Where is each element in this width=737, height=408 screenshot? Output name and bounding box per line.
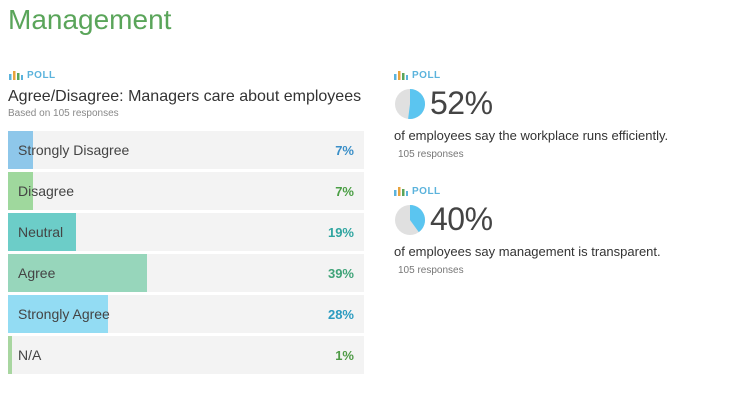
poll-option-label: Agree (18, 265, 56, 281)
poll-options: Strongly Disagree 7% Disagree 7% Neutral 19% A… (8, 131, 364, 374)
poll-description: of employees say the workplace runs effi… (394, 128, 669, 143)
poll-option-row: N/A 1% (8, 336, 364, 374)
pie-chart-icon (395, 204, 426, 235)
poll-percent: 52% (430, 85, 493, 121)
poll-efficiency: POLL 52% of employees say the workplace … (394, 70, 734, 160)
poll-option-row: Agree 39% (8, 254, 364, 292)
poll-option-percent: 1% (335, 347, 354, 363)
poll-option-bar (8, 213, 76, 251)
right-polls: POLL 52% of employees say the workplace … (394, 70, 734, 276)
poll-option-bar (8, 254, 147, 292)
pie-chart-icon (395, 88, 426, 119)
poll-percent: 40% (430, 201, 493, 237)
poll-option-bar (8, 295, 108, 333)
poll-responses: 105 responses (398, 149, 464, 160)
poll-option-percent: 39% (327, 265, 354, 281)
poll-description: of employees say management is transpare… (394, 244, 661, 259)
bar-chart-icon (9, 71, 23, 80)
poll-option-row: Neutral 19% (8, 213, 364, 251)
poll-tag-label: POLL (27, 70, 56, 81)
poll-option-row: Strongly Agree 28% (8, 295, 364, 333)
poll-responses: 105 responses (398, 265, 464, 276)
poll-tag-label: POLL (412, 70, 441, 81)
poll-option-row: Disagree 7% (8, 172, 364, 210)
page-title: Management (8, 4, 172, 35)
poll-tag-label: POLL (412, 186, 441, 197)
poll-option-label: Strongly Disagree (18, 142, 130, 158)
poll-transparency: POLL 40% of employees say management is … (394, 186, 734, 276)
poll-option-bar (8, 336, 12, 374)
bar-chart-icon (394, 71, 408, 80)
poll-option-percent: 28% (327, 306, 354, 322)
poll-option-bar (8, 172, 33, 210)
poll-question: Agree/Disagree: Managers care about empl… (8, 88, 362, 105)
poll-tag: POLL (394, 186, 734, 197)
poll-option-percent: 7% (335, 142, 354, 158)
poll-option-bar (8, 131, 33, 169)
poll-response-count: Based on 105 responses (8, 108, 119, 119)
poll-managers-care: POLL Agree/Disagree: Managers care about… (8, 70, 364, 377)
poll-option-label: N/A (18, 347, 42, 363)
pie-slice (408, 88, 426, 119)
poll-option-label: Neutral (18, 224, 64, 240)
poll-option-label: Disagree (18, 183, 75, 199)
poll-option-label: Strongly Agree (18, 306, 110, 322)
poll-option-percent: 19% (327, 224, 354, 240)
bar-chart-icon (394, 187, 408, 196)
pie-slice (410, 204, 426, 232)
poll-option-percent: 7% (335, 183, 354, 199)
poll-option-row: Strongly Disagree 7% (8, 131, 364, 169)
poll-tag: POLL (394, 70, 734, 81)
poll-tag: POLL (9, 70, 364, 81)
